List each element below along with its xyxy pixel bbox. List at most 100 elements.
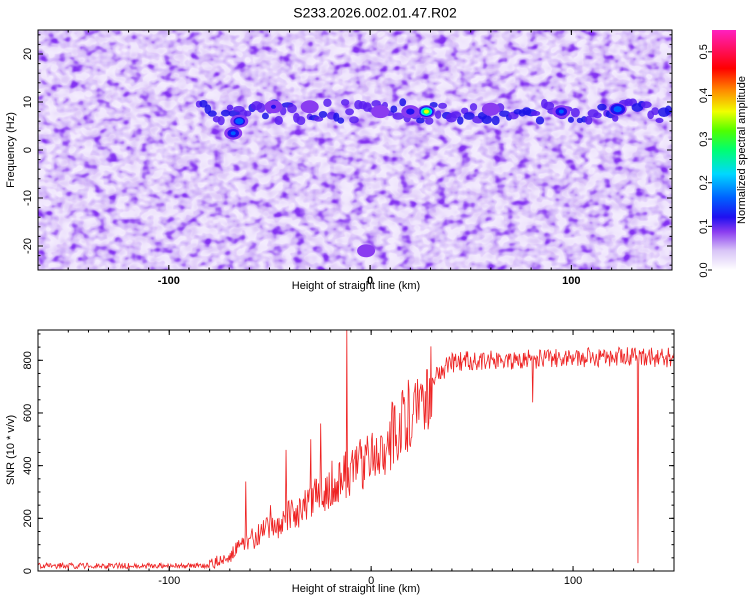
- colorbar: 0.0 0.1 0.2 0.3 0.4 0.5 Normalized spectral a…: [698, 30, 748, 278]
- snr-panel: -100 0 100 0 200 400 600 800 Height of straight…: [5, 329, 675, 595]
- band-blob: [461, 107, 469, 115]
- colorbar-tick-label: 0.2: [698, 175, 710, 190]
- band-blob: [390, 105, 398, 113]
- y-tick-label: -10: [22, 190, 34, 206]
- band-blob: [597, 103, 607, 111]
- band-blob: [438, 102, 448, 109]
- band-blob: [220, 109, 231, 117]
- band-blob: [567, 116, 574, 123]
- snr-y-axis-label: SNR (10 * v/v): [5, 415, 17, 485]
- band-blob: [664, 105, 672, 115]
- band-blob: [296, 116, 306, 126]
- hotspot: [608, 102, 627, 116]
- colorbar-label: Normalized spectral amplitude: [736, 76, 748, 224]
- band-blob: [655, 117, 664, 124]
- colorbar-tick-label: 0.4: [698, 88, 710, 103]
- band-blob: [318, 111, 328, 118]
- band-blob: [287, 104, 297, 114]
- hotspot-ring: [307, 104, 313, 109]
- colorbar-tick-label: 0.0: [698, 262, 710, 277]
- hotspot-ring: [558, 109, 564, 114]
- y-tick-label: 400: [22, 456, 34, 474]
- snr-ticks: -100 0 100 0 200 400 600 800: [22, 330, 675, 587]
- band-blob: [570, 107, 580, 118]
- band-blob: [313, 116, 324, 122]
- band-blob: [261, 112, 269, 120]
- spectrogram-x-axis-label: Height of straight line (km): [292, 280, 420, 292]
- y-tick-label: 20: [22, 48, 34, 60]
- hotspot: [417, 105, 436, 119]
- x-tick-label: 0: [368, 575, 374, 587]
- colorbar-ticks: 0.0 0.1 0.2 0.3 0.4 0.5: [698, 44, 712, 278]
- band-blob: [491, 115, 500, 126]
- hotspot: [230, 114, 249, 128]
- band-blob: [226, 104, 234, 111]
- band-blob: [425, 117, 434, 125]
- band-blob: [244, 110, 252, 117]
- hotspot-ring: [377, 109, 383, 114]
- figure-title: S233.2026.002.01.47.R02: [293, 5, 457, 21]
- spectrogram-y-axis-label: Frequency (Hz): [5, 112, 17, 188]
- colorbar-gradient: [712, 30, 736, 270]
- band-blob: [612, 114, 619, 122]
- hotspot: [224, 126, 243, 140]
- spectrogram-hotspots: [224, 100, 627, 258]
- hotspot-ring: [270, 104, 276, 109]
- band-blob: [593, 112, 602, 119]
- band-blob: [337, 117, 345, 124]
- band-blob: [463, 112, 475, 120]
- y-tick-label: 600: [22, 404, 34, 422]
- hotspot-ring: [236, 119, 242, 124]
- hotspot: [552, 105, 571, 119]
- band-blob: [199, 100, 208, 108]
- band-blob: [207, 110, 217, 117]
- hotspot: [357, 244, 376, 258]
- band-blob: [345, 108, 355, 116]
- x-tick-label: 0: [367, 275, 373, 287]
- band-blob: [640, 101, 652, 109]
- band-blob: [651, 107, 659, 116]
- band-blob: [530, 110, 541, 116]
- band-blob: [450, 111, 462, 119]
- band-blob: [256, 102, 266, 113]
- colorbar-tick-label: 0.5: [698, 44, 710, 59]
- y-tick-label: 800: [22, 351, 34, 369]
- band-blob: [323, 98, 332, 108]
- spectrogram-speckle: [38, 30, 672, 270]
- colorbar-tick-label: 0.3: [698, 131, 710, 146]
- x-tick-label: 100: [564, 575, 582, 587]
- y-tick-label: 0: [22, 568, 34, 574]
- hotspot-ring: [230, 131, 236, 136]
- band-blob: [217, 116, 225, 126]
- hotspot-ring: [363, 248, 369, 253]
- band-blob: [274, 115, 283, 125]
- band-blob: [584, 115, 593, 125]
- y-tick-label: 200: [22, 509, 34, 527]
- hotspot-ring: [407, 109, 413, 114]
- snr-line: [38, 330, 674, 570]
- band-blob: [434, 110, 442, 119]
- band-blob: [543, 101, 555, 111]
- hotspot: [401, 105, 420, 119]
- hotspot-ring: [423, 109, 429, 114]
- band-blob: [349, 116, 359, 124]
- band-blob: [535, 116, 545, 125]
- snr-x-axis-label: Height of straight line (km): [292, 583, 420, 595]
- x-tick-label: -100: [158, 275, 180, 287]
- y-tick-label: 0: [22, 147, 34, 153]
- hotspot-ring: [615, 107, 621, 112]
- hotspot: [264, 100, 283, 114]
- snr-frame: [37, 329, 675, 572]
- hotspot: [371, 105, 390, 119]
- colorbar-tick-label: 0.1: [698, 219, 710, 234]
- band-blob: [481, 115, 493, 125]
- band-blob: [457, 116, 464, 125]
- hotspot-ring: [488, 107, 494, 112]
- band-blob: [340, 99, 350, 106]
- band-blob: [416, 117, 425, 124]
- y-tick-label: 10: [22, 96, 34, 108]
- band-blob: [399, 98, 407, 107]
